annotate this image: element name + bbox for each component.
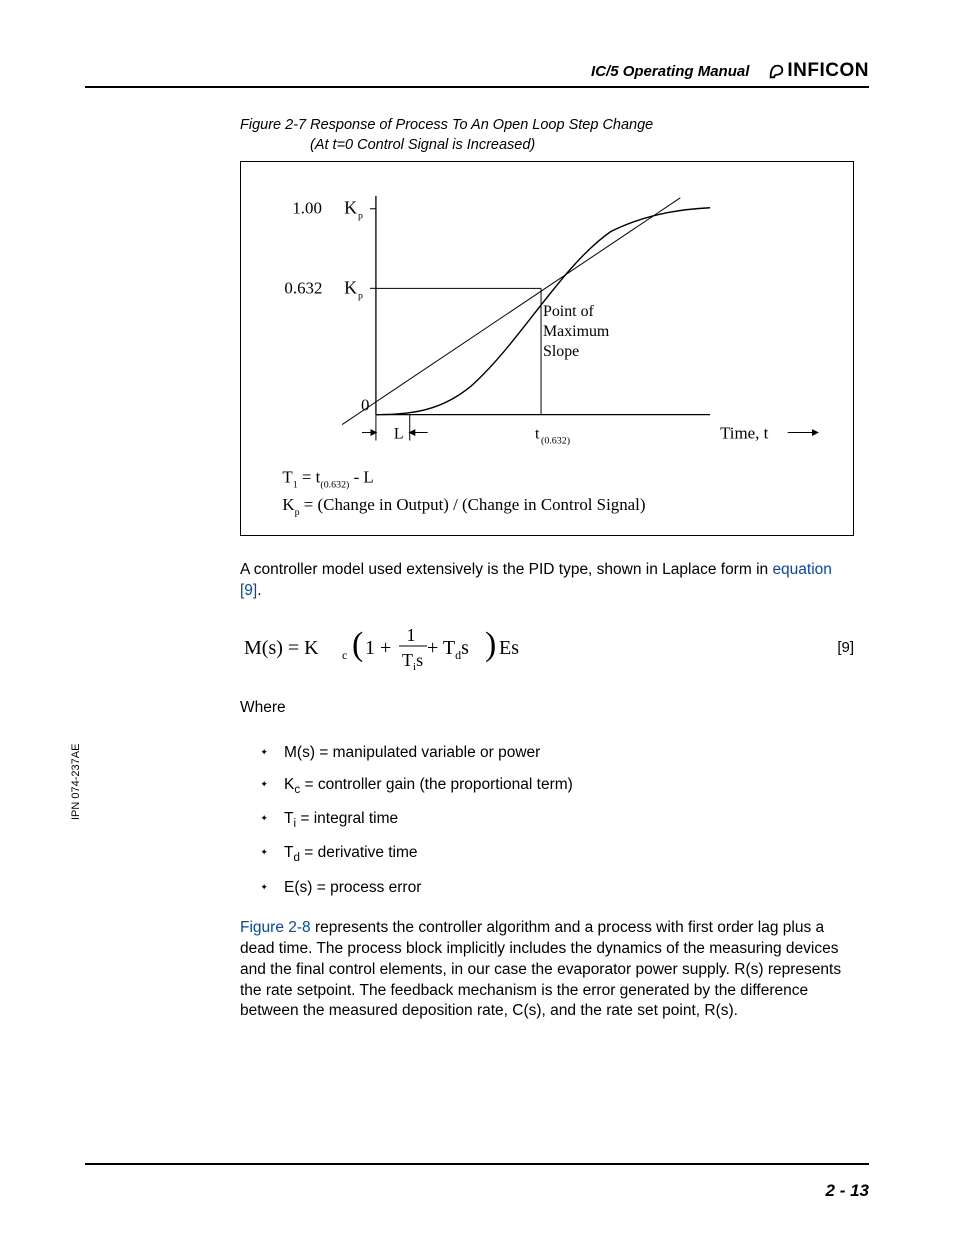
equation-9-row: M(s) = K c (1 + 1 Tis + Tds)Es [9] <box>240 620 854 676</box>
side-ipn-label: IPN 074-237AE <box>70 744 82 820</box>
figure-2-8-link[interactable]: Figure 2-8 <box>240 919 311 936</box>
footer-rule <box>85 1163 869 1165</box>
logo-text: INFICON <box>787 60 869 82</box>
svg-text:(: ( <box>352 626 363 663</box>
svg-text:Es: Es <box>499 637 519 659</box>
svg-text:1 +: 1 + <box>365 637 391 659</box>
figure-2-7: 1.00 Kp 0.632 Kp 0 Point of Maximum Slope Lt(0.6… <box>240 161 854 536</box>
page-number: 2 - 13 <box>826 1181 869 1201</box>
main-content: Figure 2-7 Response of Process To An Ope… <box>240 116 854 1022</box>
svg-text:(0.632): (0.632) <box>541 436 570 447</box>
para2-body: represents the controller algorithm and … <box>240 919 841 1020</box>
svg-text:Maximum: Maximum <box>543 323 610 340</box>
svg-text:0.632: 0.632 <box>284 278 322 297</box>
svg-text:1: 1 <box>407 625 416 645</box>
equation-number: [9] <box>837 639 854 656</box>
para1-text-b: . <box>257 582 261 599</box>
figure-caption: Figure 2-7 Response of Process To An Ope… <box>240 116 854 155</box>
svg-text:K: K <box>344 198 357 218</box>
svg-text:Point of: Point of <box>543 303 595 320</box>
svg-text:p: p <box>358 290 363 301</box>
svg-text:0: 0 <box>361 396 369 415</box>
paragraph-intro: A controller model used extensively is t… <box>240 560 854 602</box>
definition-item: Kc = controller gain (the proportional t… <box>240 769 854 803</box>
svg-text:L: L <box>394 426 404 443</box>
svg-text:Tis: Tis <box>402 650 423 673</box>
definition-item: Ti = integral time <box>240 803 854 837</box>
svg-text:K: K <box>344 277 357 297</box>
para1-text-a: A controller model used extensively is t… <box>240 561 772 578</box>
svg-text:): ) <box>485 626 496 663</box>
svg-text:1.00: 1.00 <box>292 199 322 218</box>
definitions-list: M(s) = manipulated variable or powerKc =… <box>240 737 854 904</box>
figure-svg: 1.00 Kp 0.632 Kp 0 Point of Maximum Slope Lt(0.6… <box>241 162 853 535</box>
doc-title: IC/5 Operating Manual <box>591 63 749 80</box>
logo-icon <box>767 62 785 80</box>
page-header: IC/5 Operating Manual INFICON <box>85 60 869 82</box>
svg-text:Kp = (Change in Output) / (Cha: Kp = (Change in Output) / (Change in Con… <box>282 495 645 518</box>
equation-9: M(s) = K c (1 + 1 Tis + Tds)Es <box>240 620 560 676</box>
svg-text:p: p <box>358 211 363 222</box>
header-rule <box>85 86 869 88</box>
svg-text:T1 = t(0.632) - L: T1 = t(0.632) - L <box>282 467 373 490</box>
svg-text:c: c <box>342 648 347 662</box>
figure-caption-line2: (At t=0 Control Signal is Increased) <box>240 136 854 156</box>
definition-item: Td = derivative time <box>240 837 854 871</box>
svg-text:Slope: Slope <box>543 343 579 360</box>
svg-text:+ Tds: + Tds <box>427 637 469 662</box>
paragraph-fig28: Figure 2-8 represents the controller alg… <box>240 918 854 1023</box>
definition-item: M(s) = manipulated variable or power <box>240 737 854 769</box>
svg-text:M(s) = K: M(s) = K <box>244 637 319 659</box>
where-label: Where <box>240 698 854 719</box>
definition-item: E(s) = process error <box>240 872 854 904</box>
brand-logo: INFICON <box>767 60 869 82</box>
svg-text:Time, t: Time, t <box>720 424 768 443</box>
svg-text:t: t <box>535 426 540 443</box>
figure-caption-line1: Figure 2-7 Response of Process To An Ope… <box>240 116 854 136</box>
